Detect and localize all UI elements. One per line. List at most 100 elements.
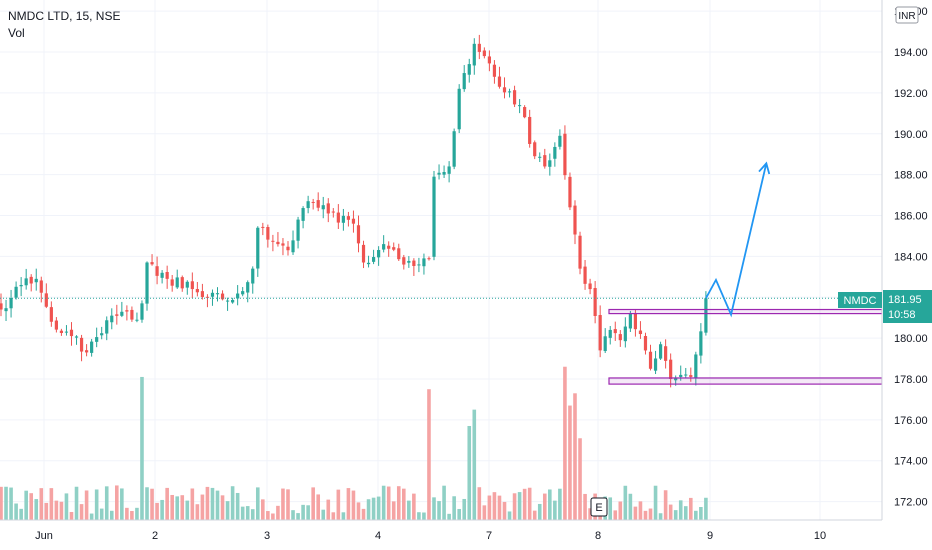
candle-body[interactable] <box>79 337 84 352</box>
candle-body[interactable] <box>306 201 310 209</box>
candle-body[interactable] <box>49 307 53 322</box>
candle-body[interactable] <box>502 87 507 93</box>
candle-body[interactable] <box>528 116 532 144</box>
candle-body[interactable] <box>452 131 456 167</box>
candle-body[interactable] <box>558 135 562 147</box>
support-zone[interactable] <box>608 377 883 385</box>
candle-body[interactable] <box>623 326 627 342</box>
candle-body[interactable] <box>291 240 295 253</box>
candle-body[interactable] <box>412 260 416 266</box>
candle-body[interactable] <box>29 276 33 284</box>
candle-body[interactable] <box>246 282 250 293</box>
candle-body[interactable] <box>684 374 688 376</box>
candle-body[interactable] <box>19 284 23 287</box>
candle-body[interactable] <box>366 262 371 265</box>
candle-body[interactable] <box>256 227 260 269</box>
time-axis[interactable]: Jun 2 3 4 7 8 9 10 <box>0 519 932 550</box>
candle-body[interactable] <box>4 308 8 312</box>
candle-body[interactable] <box>286 246 290 251</box>
candle-body[interactable] <box>14 286 18 298</box>
candle-body[interactable] <box>608 329 612 338</box>
candle-body[interactable] <box>699 331 703 356</box>
candle-body[interactable] <box>628 313 632 329</box>
candle-body[interactable] <box>140 303 144 320</box>
candle-body[interactable] <box>397 248 401 260</box>
candle-body[interactable] <box>563 133 567 176</box>
candle-body[interactable] <box>100 333 104 336</box>
candle-body[interactable] <box>371 257 376 262</box>
support-zones[interactable] <box>608 308 883 385</box>
candle-body[interactable] <box>477 43 481 52</box>
candle-body[interactable] <box>326 203 330 214</box>
candle-body[interactable] <box>573 205 577 235</box>
candle-body[interactable] <box>261 226 265 228</box>
earnings-marker[interactable]: E <box>590 497 608 517</box>
candle-body[interactable] <box>110 315 114 323</box>
candle-body[interactable] <box>638 330 643 335</box>
candle-body[interactable] <box>694 354 698 378</box>
candle-body[interactable] <box>220 293 225 300</box>
candle-body[interactable] <box>568 176 572 208</box>
candle-body[interactable] <box>155 266 159 276</box>
candle-body[interactable] <box>643 335 648 351</box>
candle-body[interactable] <box>276 241 280 245</box>
candle-body[interactable] <box>437 172 441 175</box>
candle-body[interactable] <box>115 314 119 316</box>
candle-body[interactable] <box>472 43 476 66</box>
candle-body[interactable] <box>125 310 129 312</box>
candle-body[interactable] <box>507 91 512 93</box>
candle-body[interactable] <box>0 303 3 310</box>
candle-body[interactable] <box>135 319 139 321</box>
candle-body[interactable] <box>492 64 497 77</box>
candle-body[interactable] <box>669 359 673 379</box>
candle-body[interactable] <box>356 225 361 244</box>
candle-body[interactable] <box>377 250 381 258</box>
candle-body[interactable] <box>321 205 325 210</box>
candle-body[interactable] <box>467 64 471 75</box>
candle-body[interactable] <box>200 291 204 297</box>
candle-body[interactable] <box>231 299 235 303</box>
candle-body[interactable] <box>603 336 607 352</box>
candle-body[interactable] <box>160 272 164 278</box>
candle-body[interactable] <box>417 264 421 266</box>
candle-body[interactable] <box>583 266 587 284</box>
candle-body[interactable] <box>241 291 245 295</box>
candle-body[interactable] <box>689 375 693 377</box>
candle-body[interactable] <box>175 277 179 288</box>
candle-body[interactable] <box>266 227 270 240</box>
candle-body[interactable] <box>336 212 340 223</box>
candle-body[interactable] <box>442 172 446 175</box>
candle-body[interactable] <box>9 297 13 309</box>
candle-body[interactable] <box>130 309 134 320</box>
candle-body[interactable] <box>225 300 230 302</box>
candle-body[interactable] <box>588 283 592 290</box>
candle-body[interactable] <box>457 88 461 130</box>
candle-body[interactable] <box>613 329 617 334</box>
symbol-title[interactable]: NMDC LTD, 15, NSE <box>8 9 121 23</box>
candle-body[interactable] <box>205 296 210 298</box>
candle-body[interactable] <box>543 155 547 167</box>
candle-body[interactable] <box>482 50 486 57</box>
candle-body[interactable] <box>311 201 315 203</box>
candle-body[interactable] <box>54 320 58 330</box>
candle-body[interactable] <box>341 215 345 223</box>
candle-body[interactable] <box>190 281 194 290</box>
candle-body[interactable] <box>301 208 305 221</box>
currency-badge[interactable]: INR <box>895 6 919 24</box>
candle-body[interactable] <box>150 262 154 265</box>
candle-body[interactable] <box>523 107 527 118</box>
candle-body[interactable] <box>392 247 396 250</box>
candle-body[interactable] <box>422 258 426 267</box>
candle-body[interactable] <box>664 346 668 361</box>
candle-body[interactable] <box>679 374 683 378</box>
candle-body[interactable] <box>382 244 386 250</box>
candle-body[interactable] <box>74 336 79 338</box>
candle-body[interactable] <box>95 337 99 342</box>
candle-body[interactable] <box>251 268 255 284</box>
candle-body[interactable] <box>402 257 406 265</box>
candle-body[interactable] <box>34 278 38 283</box>
candle-body[interactable] <box>462 73 466 90</box>
candlesticks[interactable] <box>0 34 708 388</box>
candle-body[interactable] <box>145 262 149 304</box>
